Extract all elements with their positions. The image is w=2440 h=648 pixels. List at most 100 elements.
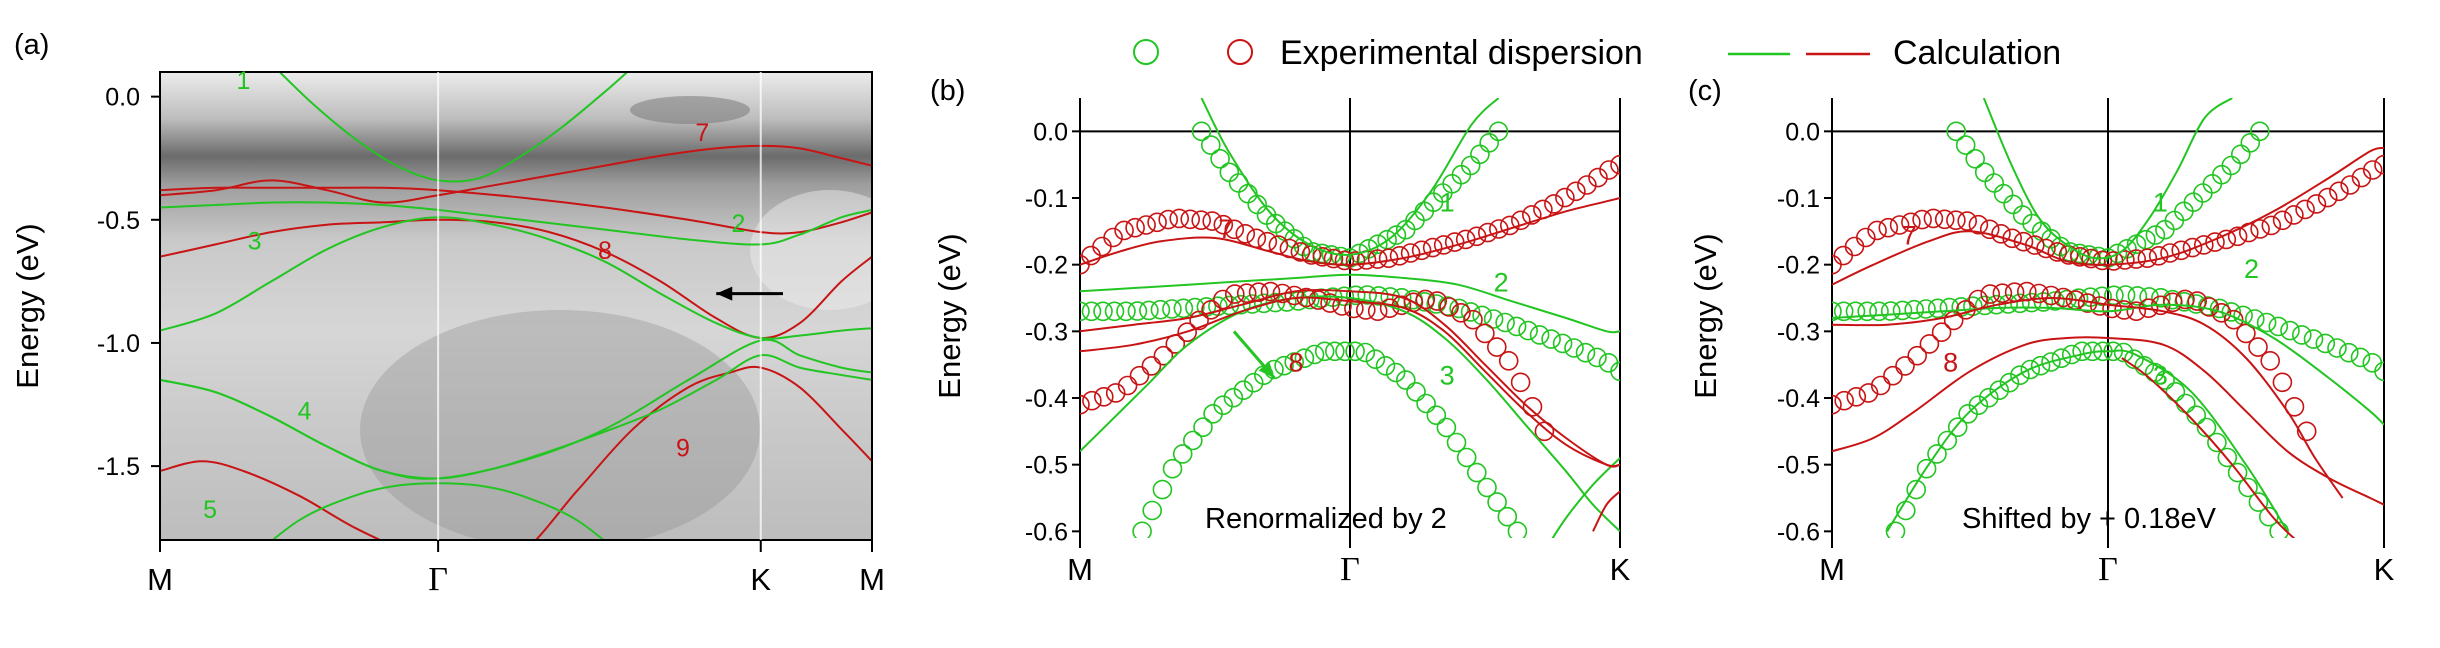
panel-b-point-red-8 [1487,337,1507,357]
panel-b-point-red-8 [1105,383,1126,403]
panel-b-band-labels: 1 2 3 7 8 [1218,187,1508,390]
panel-c-point-red-7 [2250,219,2270,239]
panel-b-point-green-3 [1375,355,1396,376]
panel-b-point-green-3 [1416,393,1436,414]
panel-a-xtick-label: M [859,562,885,597]
panel-a-ytick-label: -0.5 [97,207,140,235]
panel-b-point-red-7 [1169,208,1189,229]
panel-c-ytick-label: 0.0 [1785,118,1820,146]
panel-b-point-red-8 [1463,309,1483,330]
panel-b-point-green-1 [1191,121,1212,142]
panel-b-band-calc-3b [1551,457,1620,538]
panel-b-point-green-3 [1345,341,1365,362]
panel-b: (b) Energy (eV) 0.0 -0.1 -0.2 -0.3 -0.4 -0.5 -… [930,75,1631,588]
panel-b-point-green-3 [1274,355,1294,376]
legend-marker-green [1133,39,1159,65]
panel-c-point-green-2 [2127,286,2148,306]
panel-a-xtick-label: K [750,562,771,597]
panel-b-point-red-7 [1599,160,1619,180]
panel-a-band-label-4: 4 [298,397,312,425]
panel-b-band-calc-7 [1080,197,1620,266]
panel-c-point-red-7 [2261,215,2282,236]
panel-b-point-red-7 [1158,209,1178,230]
panel-a-band-label-7: 7 [695,119,709,147]
panel-c-point-red-8 [2223,309,2244,330]
panel-c-xtick-label: K [2374,552,2395,587]
panel-c-point-red-7 [2115,250,2135,270]
panel-b-point-red-7 [1136,215,1156,235]
panel-c-point-red-7 [1979,219,2000,240]
panel-c-point-red-8 [2163,292,2183,313]
panel-c-point-red-8 [2090,296,2110,316]
panel-c-note: Shifted by + 0.18eV [1962,503,2217,535]
panel-c-point-green-2 [1857,301,1877,322]
panel-a-band-2 [160,201,872,246]
panel-c-band-label-3: 3 [2153,361,2168,391]
panel-c-point-green-3 [2238,477,2258,498]
panel-b-point-green-3 [1385,362,1406,383]
panel-c-point-green-3 [2020,359,2041,380]
panel-c-point-red-8 [1919,334,1940,354]
panel-b-point-red-8 [1427,291,1447,311]
panel-b-point-red-8 [1177,322,1197,343]
panel-c-point-red-7 [2362,160,2383,180]
panel-c-point-green-2 [2256,312,2277,333]
panel-a-band-9 [160,365,872,540]
panel-b-point-green-2 [1231,294,1251,315]
panel-b-point-green-3 [1213,395,1233,416]
panel-b-point-red-7 [1389,246,1410,266]
legend-calculation-label: Calculation [1893,34,2061,72]
panel-b-band-calc-9 [1592,490,1620,532]
panel-a-ytick-label: -1.5 [97,453,140,481]
panel-c-point-red-7 [1991,224,2011,244]
panel-c-point-green-2 [1845,301,1866,322]
panel-c-band-label-7: 7 [1902,221,1917,251]
panel-c-point-green-2 [2045,291,2065,311]
panel-c-point-green-2 [1927,298,1948,319]
panel-b-point-green-3 [1294,348,1315,369]
panel-c-point-red-7 [1968,214,1989,235]
panel-c-point-red-7 [1901,212,1921,233]
panel-b-point-green-2 [1116,301,1136,322]
panel-b-ytick-label: -0.1 [1025,185,1068,213]
panel-b-ytick-label: 0.0 [1033,118,1068,146]
panel-c-point-green-2 [2327,338,2347,358]
panel-b-point-green-3 [1152,479,1173,500]
panel-c-point-red-8 [2260,350,2280,371]
panel-c-point-red-8 [2187,291,2207,311]
arpes-dark-region [360,310,760,540]
panel-a-ytick-label: -1.0 [97,330,140,358]
panel-c-point-red-7 [2227,226,2248,247]
panel-b-point-red-7 [1246,228,1267,249]
panel-b-point-green-3 [1487,492,1507,512]
panel-c-point-red-7 [1889,215,1910,235]
panel-c-point-green-1 [2145,225,2166,245]
panel-b-ytick-label: -0.5 [1025,452,1068,480]
panel-b-point-red-7 [1312,246,1333,267]
panel-a-band-1 [278,72,628,183]
panel-b-point-green-2 [1598,352,1619,373]
panel-c-point-red-7 [1934,209,1955,230]
panel-b-point-green-3 [1142,500,1162,521]
panel-c-point-green-3 [2227,462,2248,483]
panel-b-point-red-7 [1566,181,1586,202]
panel-c-point-green-2 [2268,316,2289,337]
panel-b-point-red-8 [1141,356,1162,376]
panel-b-band-label-1: 1 [1440,187,1455,217]
panel-c-point-red-7 [1856,227,1876,248]
panel-c-point-green-2 [1880,301,1901,321]
panel-b-point-red-7 [1334,250,1355,271]
panel-a-xtick-label: Γ [428,561,448,598]
panel-c-point-green-1 [1965,149,1985,169]
panel-c-point-green-3 [1885,521,1906,538]
panel-b-point-green-2 [1127,301,1148,321]
panel-b-point-red-8 [1320,293,1340,313]
panel-b-point-red-8 [1225,284,1245,304]
panel-b-point-green-3 [1426,405,1447,426]
panel-c-point-green-1 [2240,133,2261,153]
panel-c-point-green-1 [1946,121,1966,142]
panel-c-point-red-8 [1907,345,1927,366]
panel-b-point-red-8 [1510,372,1531,393]
panel-c-ytick-label: -0.1 [1777,185,1820,213]
panel-a-bands [160,72,872,540]
